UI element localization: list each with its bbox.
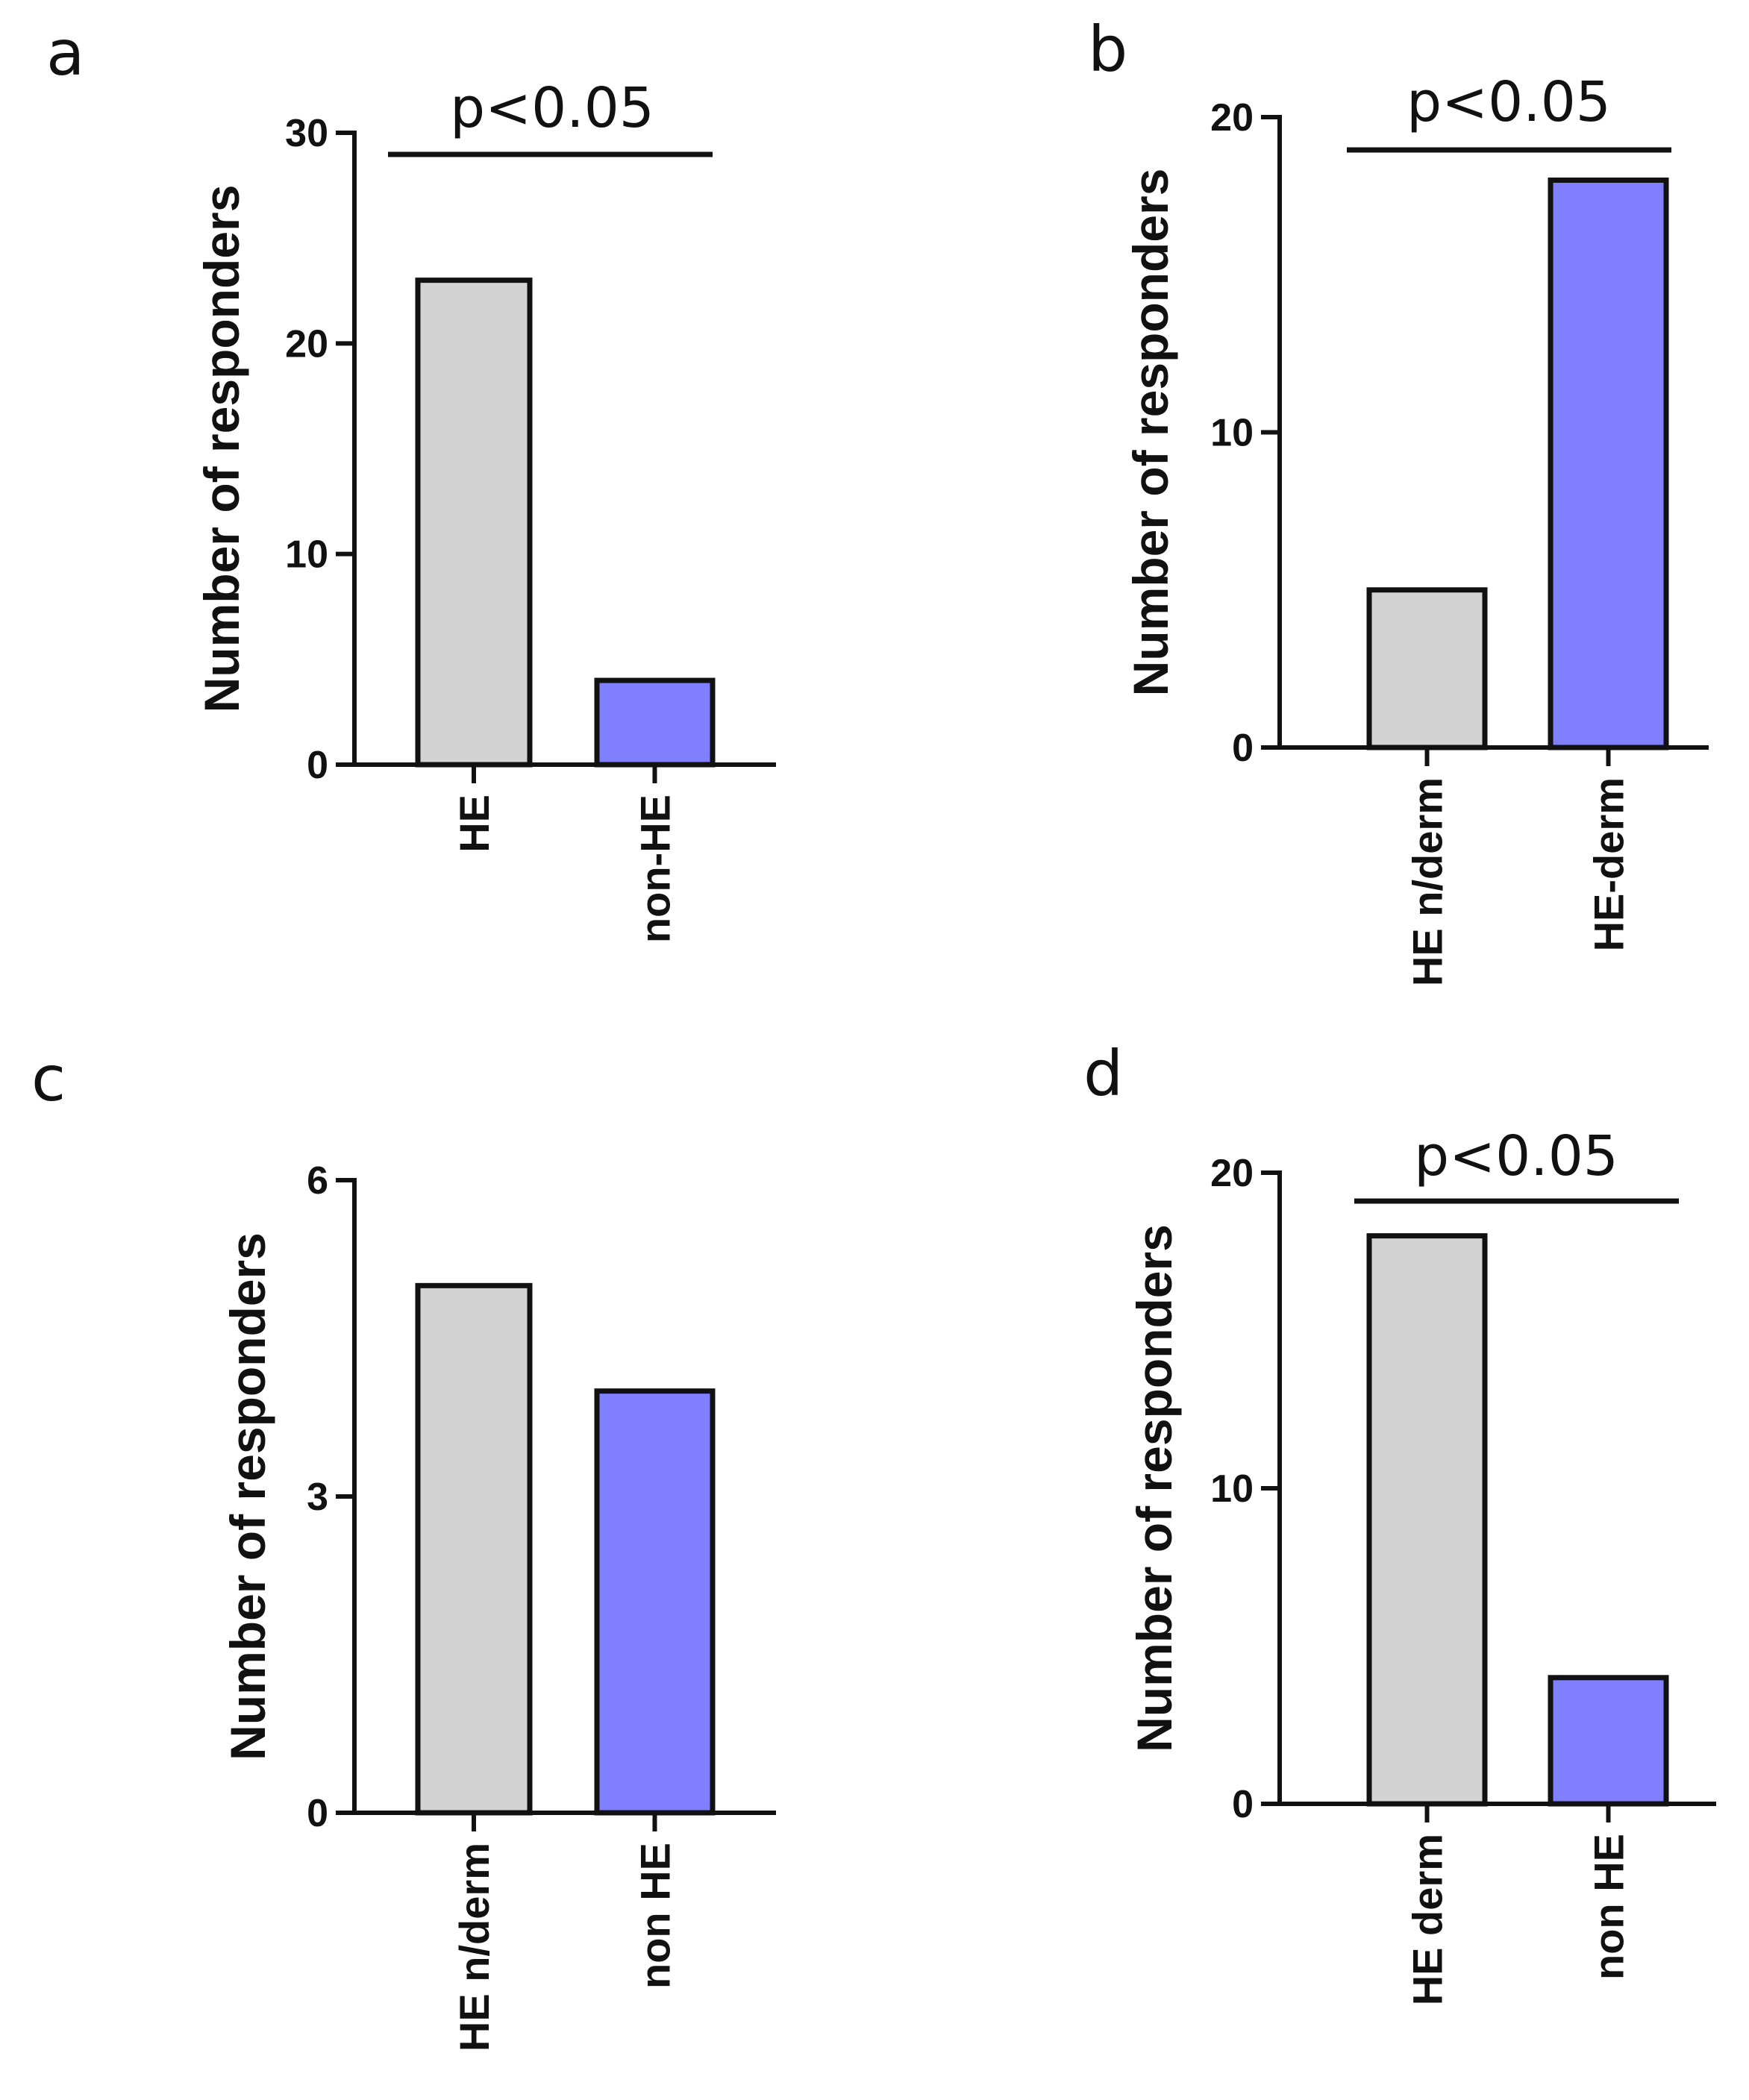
category-label: non-HE [632, 794, 679, 943]
y-tick-label: 30 [285, 112, 328, 155]
category-label: HE [451, 794, 498, 853]
panel-letter: c [31, 1042, 66, 1115]
panel-letter: a [46, 16, 84, 90]
y-axis-label: Number of responders [1127, 1224, 1182, 1752]
significance-label: p<0.05 [1407, 70, 1611, 134]
y-axis-label: Number of responders [1123, 169, 1178, 697]
bar-1 [415, 278, 533, 768]
panel-c: c Number of responders 0 3 6 HE n/derm non HE [31, 1042, 776, 2052]
bar-2 [594, 677, 716, 768]
bar-1 [1366, 587, 1488, 750]
category-label: HE n/derm [451, 1843, 498, 2052]
bar-1 [1366, 1233, 1488, 1807]
panel-d: d Number of responders 0 10 20 HE derm non HE p… [1083, 1037, 1716, 2005]
bar-2 [594, 1388, 716, 1816]
category-label: HE n/derm [1404, 777, 1451, 986]
category-label: non HE [632, 1843, 679, 1989]
y-tick-label: 20 [1210, 96, 1254, 140]
panel-letter: b [1088, 13, 1127, 86]
y-tick-label: 20 [1210, 1152, 1254, 1195]
y-tick-label: 10 [1210, 1467, 1254, 1511]
y-tick-label: 3 [307, 1476, 328, 1519]
y-tick-label: 0 [1232, 727, 1254, 770]
panel-a: a Number of responders 0 10 20 30 HE non-HE p<0.… [46, 16, 776, 943]
category-label: HE-derm [1586, 777, 1633, 951]
bar-2 [1548, 1675, 1669, 1807]
y-tick-label: 6 [307, 1159, 328, 1203]
y-tick-label: 10 [1210, 412, 1254, 455]
y-axis-label: Number of responders [220, 1232, 275, 1761]
bar-1 [415, 1282, 533, 1816]
panel-b: b Number of responders 0 10 20 HE n/derm HE-de… [1088, 13, 1709, 986]
y-tick-label: 0 [307, 1792, 328, 1835]
category-label: HE derm [1404, 1834, 1451, 2005]
y-tick-label: 10 [285, 533, 328, 577]
significance-label: p<0.05 [450, 76, 654, 140]
bar-2 [1548, 178, 1669, 750]
y-tick-label: 0 [1232, 1783, 1254, 1826]
significance-label: p<0.05 [1414, 1124, 1618, 1188]
category-label: non HE [1586, 1834, 1633, 1980]
y-axis-label: Number of responders [194, 185, 249, 713]
panel-letter: d [1083, 1037, 1123, 1110]
y-tick-label: 20 [285, 322, 328, 366]
y-tick-label: 0 [307, 744, 328, 787]
